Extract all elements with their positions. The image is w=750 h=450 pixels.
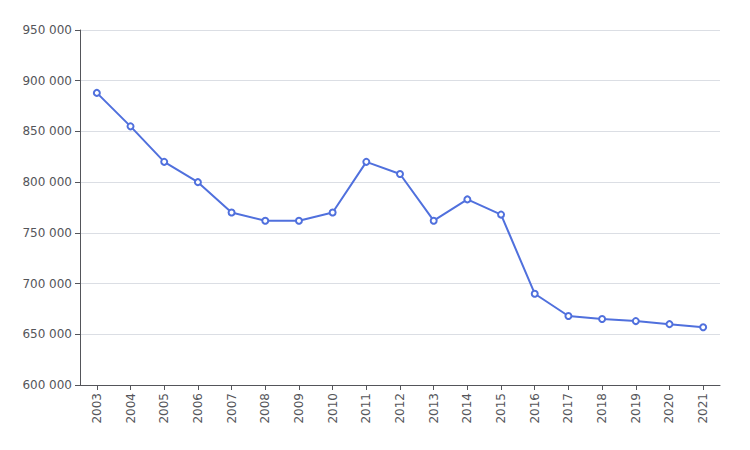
svg-text:650 000: 650 000: [22, 327, 72, 341]
svg-text:2006: 2006: [191, 393, 205, 424]
svg-text:2020: 2020: [662, 393, 676, 424]
svg-text:2004: 2004: [124, 393, 138, 424]
svg-text:2016: 2016: [528, 393, 542, 424]
svg-text:2014: 2014: [460, 393, 474, 424]
svg-text:900 000: 900 000: [22, 74, 72, 88]
svg-text:2010: 2010: [326, 393, 340, 424]
svg-text:2021: 2021: [696, 393, 710, 424]
svg-text:800 000: 800 000: [22, 175, 72, 189]
svg-text:2007: 2007: [225, 393, 239, 424]
svg-text:2018: 2018: [595, 393, 609, 424]
svg-text:950 000: 950 000: [22, 23, 72, 37]
svg-text:2003: 2003: [90, 393, 104, 424]
svg-text:2011: 2011: [359, 393, 373, 424]
svg-text:750 000: 750 000: [22, 226, 72, 240]
svg-text:2012: 2012: [393, 393, 407, 424]
svg-text:2017: 2017: [561, 393, 575, 424]
svg-text:2015: 2015: [494, 393, 508, 424]
svg-text:2019: 2019: [629, 393, 643, 424]
svg-text:700 000: 700 000: [22, 277, 72, 291]
svg-text:2009: 2009: [292, 393, 306, 424]
svg-text:2008: 2008: [258, 393, 272, 424]
svg-text:2013: 2013: [427, 393, 441, 424]
svg-text:600 000: 600 000: [22, 378, 72, 392]
svg-text:2005: 2005: [157, 393, 171, 424]
svg-text:850 000: 850 000: [22, 124, 72, 138]
